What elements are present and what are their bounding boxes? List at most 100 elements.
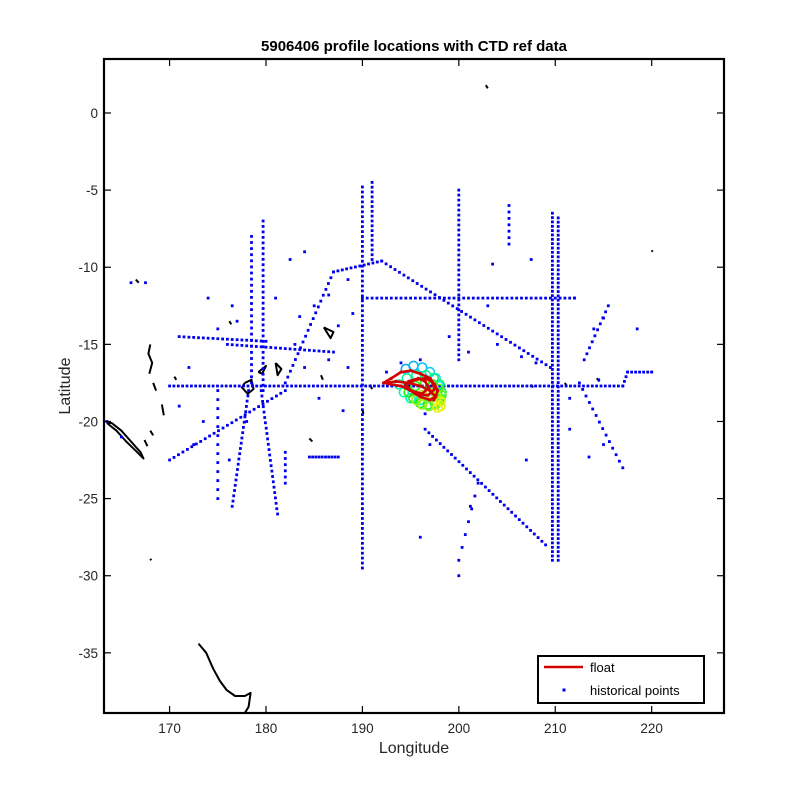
historical-point (551, 246, 554, 250)
axes-frame (102, 57, 726, 715)
historical-point (635, 327, 639, 331)
historical-point (370, 224, 374, 228)
historical-point (361, 561, 364, 565)
historical-point (216, 443, 220, 446)
historical-point (457, 193, 461, 197)
historical-point (463, 533, 467, 536)
historical-point (269, 459, 272, 462)
historical-point (370, 234, 374, 237)
historical-point (590, 340, 594, 344)
historical-point (250, 332, 253, 336)
historical-point (221, 337, 224, 341)
historical-point (556, 337, 560, 341)
historical-point (468, 384, 472, 388)
historical-point (240, 338, 244, 342)
historical-point (250, 351, 253, 354)
historical-point (232, 494, 236, 498)
historical-point (551, 220, 554, 224)
historical-point (415, 282, 419, 285)
historical-point (370, 229, 374, 232)
historical-point (556, 511, 560, 514)
historical-point (556, 376, 560, 380)
historical-point (412, 384, 415, 388)
historical-point (361, 185, 364, 189)
historical-point (266, 437, 269, 441)
historical-point (327, 455, 331, 459)
historical-point (365, 296, 369, 300)
float-point (394, 379, 398, 383)
historical-point (226, 337, 229, 341)
historical-point (599, 384, 603, 388)
historical-point (250, 259, 253, 263)
historical-point (630, 370, 633, 374)
historical-point (556, 428, 560, 432)
historical-point (409, 296, 412, 300)
historical-point (361, 517, 364, 520)
historical-point (236, 468, 239, 471)
float-profile-circle (435, 396, 446, 407)
historical-point (279, 346, 282, 350)
coastline (152, 382, 158, 391)
historical-point (551, 359, 554, 363)
float-point (434, 395, 438, 399)
x-tick-label: 200 (448, 721, 471, 736)
historical-point (551, 415, 554, 419)
historical-point (457, 318, 461, 322)
historical-point (261, 268, 265, 272)
historical-point (551, 224, 554, 228)
historical-point (361, 428, 364, 431)
historical-point (551, 250, 554, 254)
historical-point (551, 476, 554, 480)
historical-point (361, 284, 364, 288)
historical-point (299, 346, 302, 350)
historical-point (603, 384, 607, 388)
historical-point (457, 348, 461, 352)
historical-point (236, 462, 240, 466)
historical-point (361, 304, 364, 308)
historical-point (261, 350, 265, 354)
historical-point (393, 268, 397, 271)
historical-point (186, 448, 189, 451)
historical-point (556, 242, 560, 246)
coastline (160, 404, 165, 416)
historical-point (289, 369, 292, 373)
historical-point (507, 236, 511, 240)
historical-point (361, 215, 364, 219)
historical-point (464, 384, 468, 388)
historical-point (261, 307, 265, 310)
historical-point (598, 420, 601, 424)
historical-point (235, 338, 239, 342)
historical-point (551, 541, 554, 545)
historical-point (216, 497, 220, 500)
historical-point (457, 268, 461, 272)
historical-point (246, 394, 250, 398)
historical-point (250, 283, 253, 287)
historical-point (477, 384, 481, 388)
historical-point (355, 384, 359, 388)
float-point (413, 392, 417, 396)
historical-point (551, 346, 554, 350)
historical-point (457, 574, 461, 578)
historical-point (551, 446, 554, 449)
historical-point (312, 304, 316, 308)
historical-point (239, 441, 243, 445)
historical-point (270, 397, 274, 400)
historical-point (361, 299, 364, 303)
historical-point (307, 384, 311, 388)
historical-point (361, 309, 364, 313)
historical-point (203, 384, 206, 388)
historical-point (261, 301, 265, 305)
historical-point (361, 388, 364, 392)
historical-point (457, 278, 461, 282)
historical-point (536, 536, 540, 539)
historical-point (524, 458, 528, 462)
historical-point (510, 510, 514, 514)
historical-point (486, 326, 490, 330)
historical-point (197, 336, 200, 340)
historical-point (361, 254, 364, 258)
historical-point (314, 455, 318, 459)
historical-point (361, 195, 364, 199)
historical-point (361, 274, 364, 278)
historical-point (556, 528, 560, 532)
historical-point (296, 352, 300, 356)
